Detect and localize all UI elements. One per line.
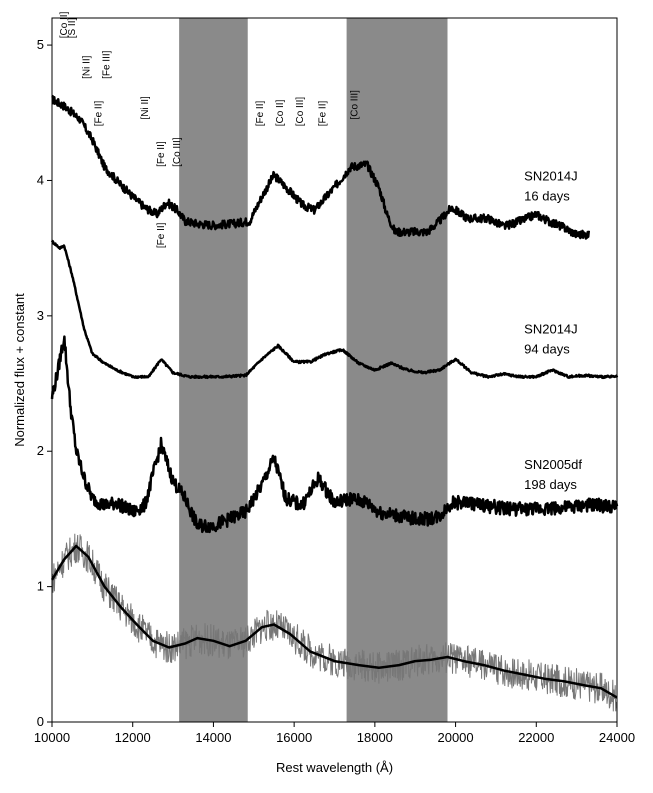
telluric-band-0 — [179, 18, 248, 722]
x-tick-label-7: 24000 — [599, 730, 635, 745]
series-2-line — [50, 335, 619, 534]
line-id-9: [Fe II] — [255, 101, 266, 127]
spectra-series: SN2014J 16 days SN2014J 94 days SN2005df 198 … — [50, 94, 619, 712]
y-tick-label-5: 5 — [37, 37, 44, 52]
series-1-label-0: SN2014J — [524, 321, 577, 336]
series-0-label-1: 16 days — [524, 188, 570, 203]
x-tick-label-0: 10000 — [34, 730, 70, 745]
line-id-3: [Fe III] — [101, 50, 112, 79]
series-0-line — [51, 94, 591, 240]
y-tick-label-4: 4 — [37, 172, 44, 187]
series-0-label-0: SN2014J — [524, 168, 577, 183]
line-id-2: [Ni II] — [81, 55, 92, 79]
series-3-noisy-spectrum — [51, 533, 618, 712]
plot-frame — [51, 17, 618, 723]
line-id-4: [Fe II] — [93, 101, 104, 127]
x-tick-label-2: 14000 — [195, 730, 231, 745]
axis-ticks: 10000 12000 14000 16000 18000 20000 22000 24000… — [34, 37, 635, 745]
x-tick-label-1: 12000 — [115, 730, 151, 745]
y-tick-label-0: 0 — [37, 714, 44, 729]
line-id-0: [Co II] — [59, 11, 70, 38]
line-identifications: [Co II][S II][Ni II] [Fe III][Fe II] [Ni I… — [59, 11, 361, 248]
y-tick-label-2: 2 — [37, 443, 44, 458]
x-axis-label: Rest wavelength (Å) — [276, 760, 393, 775]
series-1-label-1: 94 days — [524, 341, 570, 356]
x-tick-label-4: 18000 — [357, 730, 393, 745]
line-id-10: [Co II] — [275, 99, 286, 126]
line-id-6: [Fe II] — [156, 141, 167, 167]
line-id-13: [Co III] — [350, 90, 361, 120]
line-id-7: [Co III] — [172, 137, 183, 167]
x-tick-label-3: 16000 — [276, 730, 312, 745]
line-id-11: [Co III] — [295, 97, 306, 127]
y-tick-label-3: 3 — [37, 308, 44, 323]
series-1-line — [50, 239, 619, 380]
x-tick-label-5: 20000 — [437, 730, 473, 745]
y-tick-label-1: 1 — [37, 579, 44, 594]
line-id-12: [Fe II] — [317, 101, 328, 127]
x-tick-label-6: 22000 — [518, 730, 554, 745]
series-3-fit-line — [50, 544, 618, 699]
line-id-5: [Ni II] — [140, 96, 151, 120]
series-2-label-0: SN2005df — [524, 457, 582, 472]
line-id-8: [Fe II] — [156, 222, 167, 248]
series-2-label-1: 198 days — [524, 477, 577, 492]
y-axis-label: Normalized flux + constant — [12, 293, 27, 447]
line-id-1: [S II] — [67, 18, 78, 39]
